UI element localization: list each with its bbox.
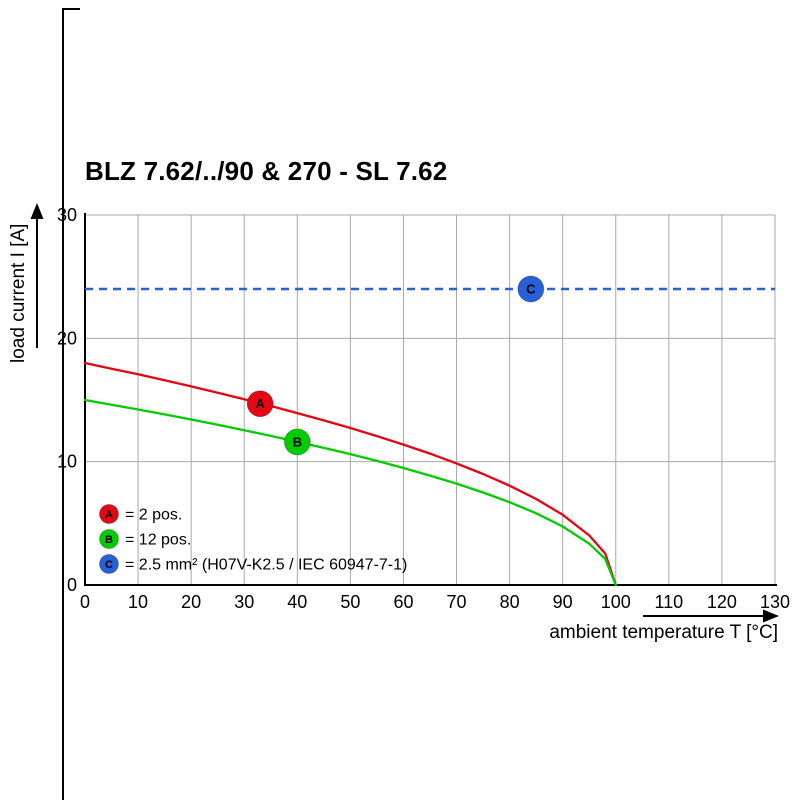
x-tick-label: 80 [500,592,520,612]
x-tick-label: 110 [654,592,683,612]
x-tick-label: 50 [340,592,360,612]
x-tick-label: 60 [393,592,413,612]
curve-layer [83,287,775,587]
y-tick-label: 30 [57,205,77,225]
legend-text-A: = 2 pos. [125,507,182,524]
y-tick-label: 10 [57,452,77,472]
y-tick-label: 0 [67,575,77,595]
y-tick-label: 20 [57,328,77,348]
tick-label-layer: 0 10 20 30 40 50 60 70 80 90 100 110 120 130 0 10 20 30 [57,205,790,612]
marker-layer: A B C [246,275,545,456]
marker-letter-C: C [526,282,536,297]
x-axis-arrow-head [763,609,779,623]
legend-swatch-C [99,554,119,574]
axis-arrow-layer [30,203,779,623]
grid-layer [85,214,776,585]
marker-circle-C [517,275,545,303]
legend-layer: A = 2 pos. B = 12 pos. C = 2.5 mm² (H07V-K2.5… [99,504,407,574]
x-tick-label: 0 [80,592,90,612]
marker-letter-B: B [293,434,302,449]
marker-circle-B [283,428,311,456]
page-border-corner-rule [62,8,80,10]
x-tick-label: 30 [234,592,254,612]
x-tick-label: 40 [287,592,307,612]
axes-layer [84,213,777,586]
x-tick-label: 100 [601,592,631,612]
x-tick-label: 120 [707,592,737,612]
chart-title: BLZ 7.62/../90 & 270 - SL 7.62 [85,156,448,186]
x-tick-label: 70 [447,592,467,612]
x-axis-label: ambient temperature T [°C] [549,622,778,643]
legend-letter-A: A [105,509,113,521]
legend-letter-C: C [105,559,113,571]
legend-letter-B: B [105,534,113,546]
marker-circle-A [246,390,274,418]
legend-text-C: = 2.5 mm² (H07V-K2.5 / IEC 60947-7-1) [125,557,407,574]
curve-A [83,361,617,587]
marker-letter-A: A [255,396,265,411]
x-tick-label: 20 [181,592,201,612]
legend-swatch-A [99,504,119,524]
legend-text-B: = 12 pos. [125,532,191,549]
x-tick-label: 10 [128,592,148,612]
legend-swatch-B [99,529,119,549]
x-tick-label: 90 [553,592,573,612]
x-tick-label: 130 [760,592,790,612]
y-axis-arrow-head [30,203,44,219]
page-border-vertical-rule [62,8,64,800]
curve-B [83,398,617,587]
